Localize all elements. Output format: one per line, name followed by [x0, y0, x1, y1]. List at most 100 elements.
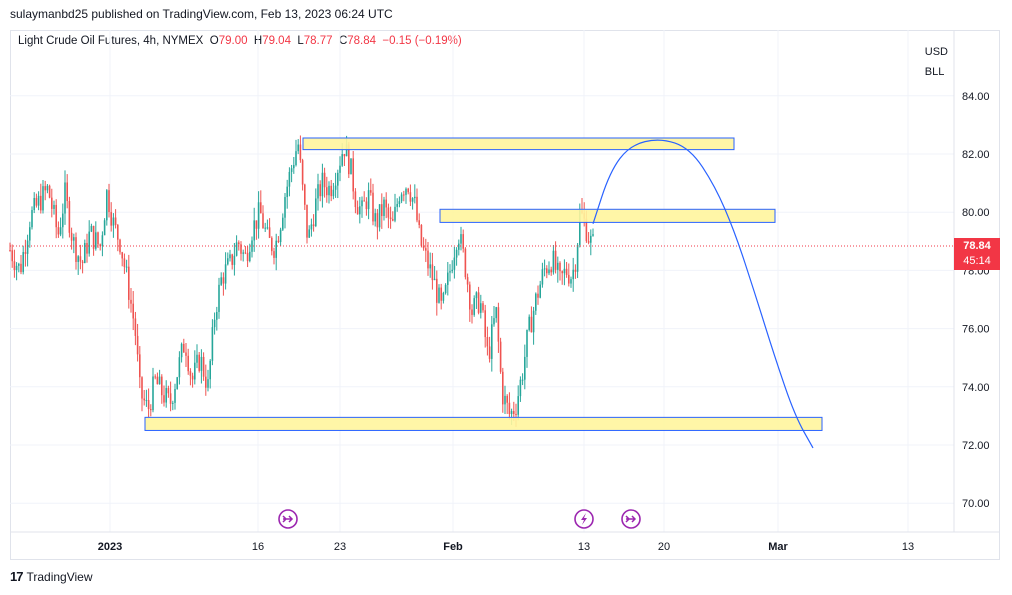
- time-tick-label: 2023: [98, 541, 122, 553]
- candle-body: [121, 252, 123, 259]
- candle-body: [185, 352, 187, 356]
- candle-body: [90, 225, 93, 232]
- arrow-event-icon[interactable]: [621, 509, 641, 529]
- candle-body: [484, 310, 486, 338]
- candle-body: [176, 377, 178, 389]
- candle-body: [405, 188, 407, 195]
- candle-body: [308, 229, 310, 238]
- candle-body: [491, 324, 493, 359]
- time-tick-label: Mar: [768, 541, 788, 553]
- candle-body: [84, 242, 86, 263]
- candle-body: [284, 197, 286, 218]
- candle-body: [376, 213, 379, 228]
- candle-body: [103, 220, 106, 236]
- candle-body: [229, 254, 231, 259]
- close-value: 78.84: [347, 35, 377, 47]
- candle-body: [513, 411, 515, 414]
- price-tick-label: 84.00: [962, 91, 990, 103]
- candle-body: [427, 250, 429, 269]
- candle-body: [15, 265, 18, 271]
- candle-body: [350, 158, 352, 175]
- candle-body: [139, 354, 141, 378]
- candle-body: [398, 201, 401, 204]
- candle-body: [290, 168, 293, 172]
- candle-body: [341, 154, 343, 166]
- candle-body: [51, 197, 53, 209]
- candle-body: [480, 303, 482, 313]
- candle-body: [22, 252, 24, 273]
- candles: [9, 135, 594, 427]
- candle-body: [319, 184, 321, 197]
- candle-body: [37, 195, 40, 206]
- candle-body: [75, 237, 77, 262]
- candle-body: [515, 413, 517, 415]
- tradingview-logo-icon: 17: [10, 569, 24, 584]
- candle-body: [145, 400, 148, 402]
- candle-body: [64, 182, 66, 214]
- candle-body: [449, 271, 451, 273]
- candle-body: [235, 242, 238, 256]
- symbol-title: Light Crude Oil Futures, 4h, NYMEX: [18, 35, 204, 47]
- candle-body: [299, 144, 302, 161]
- candle-body: [57, 227, 60, 235]
- candle-body: [394, 206, 396, 221]
- candle-body: [526, 329, 528, 357]
- arrow-event-icon[interactable]: [278, 509, 298, 529]
- candle-body: [11, 250, 13, 262]
- candle-body: [510, 411, 513, 415]
- candle-body: [504, 395, 506, 405]
- candle-body: [9, 250, 11, 252]
- candle-body: [97, 232, 99, 245]
- candle-body: [345, 144, 348, 157]
- candle-body: [499, 341, 502, 372]
- footer-brand[interactable]: 17 TradingView: [10, 569, 93, 584]
- candle-body: [374, 213, 376, 222]
- candle-body: [524, 356, 526, 380]
- candle-body: [330, 185, 332, 197]
- candle-body: [180, 343, 183, 358]
- candle-body: [244, 252, 247, 254]
- candle-body: [264, 227, 266, 229]
- candle-body: [174, 388, 176, 403]
- candle-body: [216, 312, 218, 320]
- candle-body: [455, 249, 458, 258]
- candle-body: [48, 185, 51, 198]
- open-label: O: [209, 35, 219, 47]
- candle-body: [574, 269, 577, 272]
- candle-body: [464, 248, 467, 278]
- candle-body: [407, 188, 409, 193]
- time-tick-label: 16: [252, 541, 264, 553]
- candle-body: [502, 371, 504, 405]
- candle-body: [403, 194, 405, 196]
- candle-body: [147, 400, 150, 410]
- candle-body: [381, 204, 383, 217]
- candle-body: [519, 379, 522, 397]
- lightning-event-icon[interactable]: [574, 509, 594, 529]
- candle-body: [246, 252, 249, 262]
- candle-body: [35, 197, 38, 206]
- candle-body: [460, 234, 462, 244]
- candle-body: [451, 269, 453, 272]
- candle-body: [130, 299, 132, 304]
- zone-rect: [439, 208, 776, 223]
- event-markers: [278, 509, 641, 529]
- candle-body: [218, 284, 220, 313]
- candle-body: [550, 269, 552, 273]
- candle-body: [579, 210, 581, 245]
- bar-countdown: 45:14: [963, 255, 991, 267]
- candle-body: [211, 327, 214, 361]
- price-tick-label: 82.00: [962, 149, 990, 161]
- candle-body: [440, 287, 442, 301]
- candle-body: [202, 356, 205, 377]
- candle-body: [383, 199, 385, 217]
- candle-body: [255, 220, 258, 229]
- candle-body: [392, 219, 394, 221]
- candle-body: [277, 240, 280, 243]
- candle-body: [136, 335, 139, 355]
- candle-body: [565, 268, 568, 275]
- candle-body: [77, 256, 79, 262]
- candle-body: [554, 250, 557, 270]
- close-label: C: [338, 35, 348, 47]
